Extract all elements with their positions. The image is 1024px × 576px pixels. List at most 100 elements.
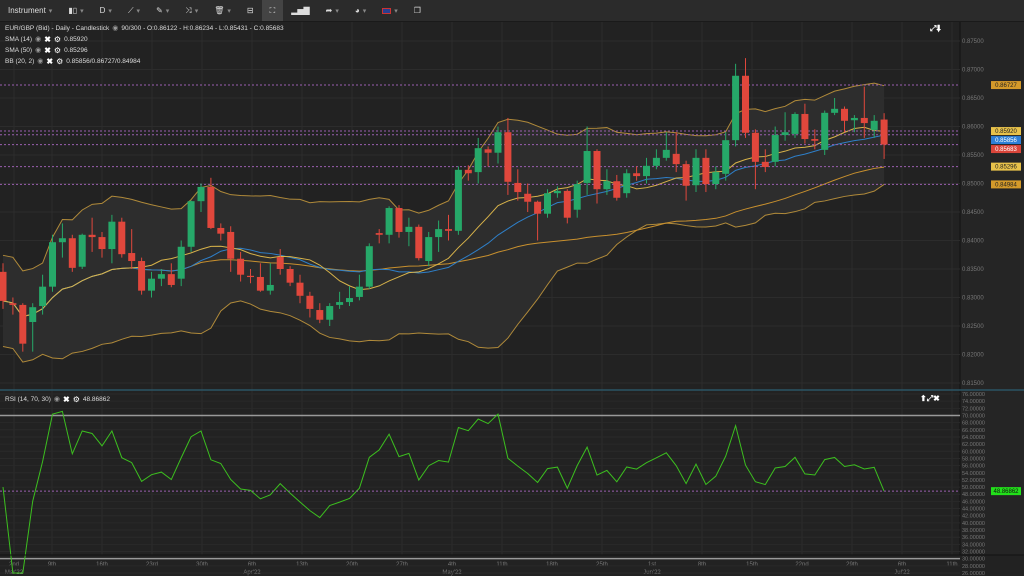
candle-up[interactable] <box>197 186 205 202</box>
candle-down[interactable] <box>118 221 126 255</box>
candle-down[interactable] <box>237 258 245 275</box>
arrow-down-icon[interactable]: ⬇ <box>936 24 942 33</box>
candle-down[interactable] <box>128 253 136 262</box>
candle-down[interactable] <box>98 237 106 250</box>
candle-down[interactable] <box>464 169 472 174</box>
candle-down[interactable] <box>504 132 512 182</box>
candle-up[interactable] <box>771 135 779 162</box>
fullscreen-button[interactable]: ⛶ <box>261 0 284 21</box>
candle-up[interactable] <box>39 286 47 307</box>
candle-down[interactable] <box>217 227 225 234</box>
candle-down[interactable] <box>375 233 383 235</box>
eye-icon[interactable]: ◉ <box>35 47 42 54</box>
candle-up[interactable] <box>722 140 730 174</box>
candle-down[interactable] <box>751 132 759 162</box>
candle-up[interactable] <box>544 193 551 214</box>
eye-icon[interactable]: ◉ <box>35 36 42 43</box>
candle-up[interactable] <box>870 120 878 130</box>
drawing-tools-dropdown[interactable]: ⟋ ▾ <box>120 0 148 21</box>
candle-down[interactable] <box>534 201 542 214</box>
candle-up[interactable] <box>157 274 165 279</box>
candle-down[interactable] <box>0 271 7 301</box>
indicators-dropdown[interactable]: ⤨ ▾ <box>177 0 206 21</box>
candle-down[interactable] <box>415 226 423 259</box>
theme-dropdown[interactable]: ◕ ▾ <box>347 0 374 21</box>
gear-icon[interactable]: ⚙ <box>56 57 64 66</box>
candle-up[interactable] <box>712 172 720 185</box>
candle-up[interactable] <box>821 112 829 150</box>
candle-down[interactable] <box>247 275 254 278</box>
candle-down[interactable] <box>227 231 235 259</box>
candle-down[interactable] <box>563 190 571 218</box>
close-icon[interactable]: ✖ <box>44 46 51 55</box>
close-icon[interactable]: ✖ <box>46 57 54 66</box>
close-icon[interactable]: ✖ <box>44 35 51 44</box>
resize-icon[interactable]: ⤢ <box>930 24 937 33</box>
candle-down[interactable] <box>524 193 532 202</box>
candle-up[interactable] <box>732 75 740 141</box>
candle-down[interactable] <box>445 229 452 231</box>
candle-up[interactable] <box>336 302 344 305</box>
candle-down[interactable] <box>167 274 175 285</box>
candle-up[interactable] <box>643 165 650 177</box>
instrument-dropdown[interactable]: Instrument ▾ <box>0 0 60 21</box>
candle-up[interactable] <box>108 221 116 250</box>
candle-up[interactable] <box>425 237 433 262</box>
gear-icon[interactable]: ⚙ <box>72 395 80 404</box>
candle-down[interactable] <box>633 173 641 177</box>
candle-down[interactable] <box>395 208 403 232</box>
candle-up[interactable] <box>49 242 56 287</box>
candle-down[interactable] <box>9 303 17 305</box>
layout-button[interactable]: ⊟ <box>239 0 262 21</box>
chart-type-dropdown[interactable]: ▮▯ ▾ <box>60 0 91 21</box>
candle-up[interactable] <box>831 108 839 113</box>
candle-down[interactable] <box>207 186 215 228</box>
delete-dropdown[interactable]: 🗑︎ ▾ <box>206 0 239 21</box>
close-icon[interactable]: ✖ <box>63 395 70 404</box>
candle-up[interactable] <box>603 181 611 190</box>
candle-down[interactable] <box>880 119 888 145</box>
candle-up[interactable] <box>148 278 155 291</box>
candle-down[interactable] <box>860 117 868 124</box>
candle-down[interactable] <box>801 113 809 140</box>
candle-down[interactable] <box>811 139 819 141</box>
candle-up[interactable] <box>326 306 334 320</box>
candle-up[interactable] <box>781 132 789 136</box>
close-icon[interactable]: ✖ <box>933 394 940 403</box>
candle-up[interactable] <box>187 201 195 247</box>
candle-up[interactable] <box>355 286 363 297</box>
eye-icon[interactable]: ◉ <box>112 25 119 32</box>
candle-down[interactable] <box>316 310 324 320</box>
candle-up[interactable] <box>435 229 443 238</box>
candle-up[interactable] <box>494 132 502 153</box>
volume-button[interactable]: ▂▅▇ <box>283 0 317 21</box>
candle-up[interactable] <box>365 246 373 287</box>
candle-down[interactable] <box>613 181 621 198</box>
candle-down[interactable] <box>682 164 690 186</box>
candle-down[interactable] <box>742 75 749 133</box>
candle-up[interactable] <box>177 246 185 279</box>
gear-icon[interactable]: ⚙ <box>53 46 62 55</box>
candle-up[interactable] <box>58 238 66 243</box>
candle-up[interactable] <box>692 157 700 186</box>
candle-up[interactable] <box>583 151 591 183</box>
candle-up[interactable] <box>623 173 631 194</box>
eye-icon[interactable]: ◉ <box>53 396 60 403</box>
price-axis[interactable] <box>960 21 1024 555</box>
candle-down[interactable] <box>702 157 710 185</box>
candle-up[interactable] <box>573 184 581 210</box>
candle-up[interactable] <box>662 149 670 158</box>
candle-down[interactable] <box>68 238 76 268</box>
candle-down[interactable] <box>484 149 492 153</box>
candle-up[interactable] <box>850 117 858 121</box>
candle-down[interactable] <box>296 282 304 296</box>
resize-icon[interactable]: ⤢ <box>926 394 934 403</box>
candle-up[interactable] <box>346 298 353 303</box>
candle-up[interactable] <box>652 157 660 166</box>
candle-up[interactable] <box>29 307 37 323</box>
candle-down[interactable] <box>841 108 848 121</box>
language-dropdown[interactable]: ▾ <box>374 0 406 21</box>
candle-down[interactable] <box>672 153 680 165</box>
candle-down[interactable] <box>256 276 264 291</box>
